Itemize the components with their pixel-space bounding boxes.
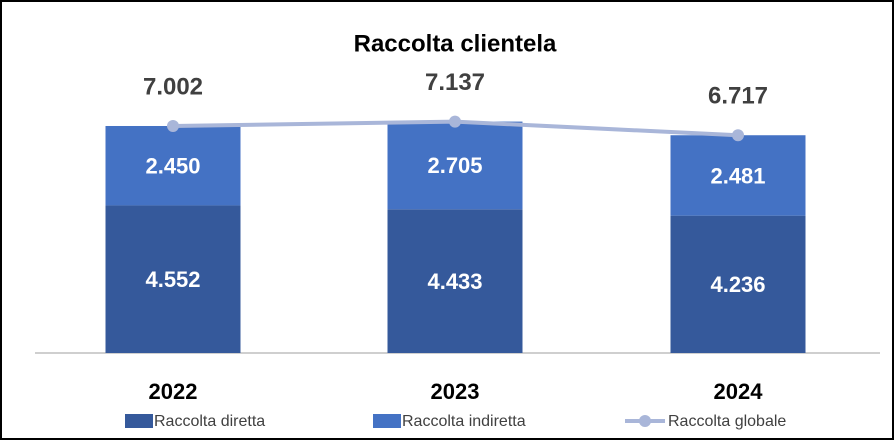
bar-segment: [387, 121, 523, 210]
legend-label: Raccolta indiretta: [402, 413, 526, 430]
data-label: 2.705: [427, 153, 482, 178]
bar-segment: [105, 205, 241, 353]
legend-label: Raccolta diretta: [154, 413, 265, 430]
bar-segment: [105, 125, 241, 206]
line-point: [449, 115, 461, 128]
data-label: 4.552: [145, 267, 200, 292]
data-label: 7.137: [425, 69, 485, 96]
data-label: 4.433: [427, 269, 482, 294]
bar-segment: [670, 215, 806, 353]
bar-segment: [387, 209, 523, 353]
x-tick-label: 2024: [714, 379, 764, 404]
bar-segment: [670, 135, 806, 216]
data-label: 6.717: [708, 83, 768, 110]
data-label: 2.450: [145, 154, 200, 179]
line-point: [167, 119, 179, 132]
legend-swatch: [125, 414, 153, 428]
line-point: [732, 129, 744, 142]
legend-swatch: [639, 415, 651, 427]
x-tick-label: 2022: [149, 379, 198, 404]
data-label: 7.002: [143, 73, 203, 100]
legend-swatch: [373, 414, 401, 428]
data-label: 4.236: [710, 272, 765, 297]
legend-label: Raccolta globale: [668, 413, 786, 430]
x-tick-label: 2023: [431, 379, 480, 404]
chart-title: Raccolta clientela: [354, 30, 557, 57]
data-label: 2.481: [710, 163, 765, 188]
